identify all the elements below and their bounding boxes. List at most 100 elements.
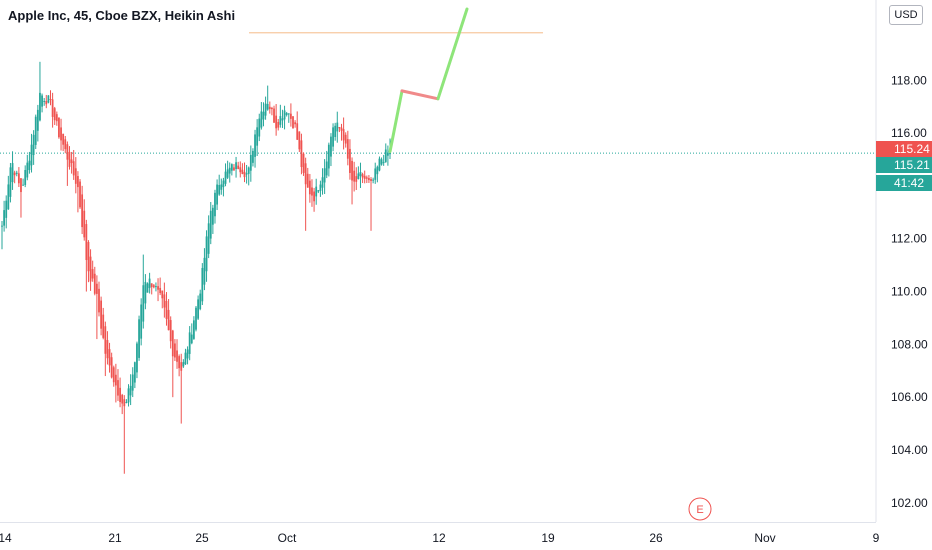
candle-body (247, 167, 250, 174)
candle-body (268, 106, 271, 110)
candle-body (224, 171, 227, 184)
candle-body (36, 109, 39, 131)
candle-body (138, 319, 140, 358)
candle-body (72, 161, 75, 176)
candle-body (287, 113, 290, 115)
candle-body (313, 191, 315, 202)
candle-body (211, 207, 214, 225)
price-tags: 115.24 115.21 41:42 (876, 141, 932, 191)
earnings-badge-label: E (696, 504, 703, 516)
projection-path[interactable] (388, 7, 469, 154)
candle-body (359, 172, 362, 177)
candle-body (81, 194, 84, 228)
candle-body (11, 163, 14, 183)
candle-body (47, 95, 50, 103)
candle-body (277, 121, 280, 128)
candle-body (315, 186, 318, 197)
candle-body (275, 115, 278, 129)
candle-body (62, 133, 65, 145)
time-axis-label: 12 (432, 531, 446, 545)
price-tag-label: 115.21 (894, 158, 930, 172)
time-axis-label: 21 (108, 531, 122, 545)
candle-body (26, 162, 29, 178)
candle-body (218, 184, 221, 195)
candle-body (260, 111, 263, 128)
price-tag: 115.24 (876, 141, 932, 157)
candle-body (249, 155, 252, 171)
candle-body (184, 352, 187, 365)
candle-body (334, 125, 337, 137)
projection-segment[interactable] (436, 7, 469, 101)
candle-body (195, 307, 197, 330)
candle-body (279, 116, 282, 125)
candle-body (254, 134, 256, 157)
candle-body (45, 101, 48, 105)
time-axis-label: 19 (541, 531, 555, 545)
candle-body (28, 160, 31, 171)
price-tag-label: 115.24 (894, 142, 930, 156)
price-axis[interactable]: 102.00104.00106.00108.00110.00112.00114.… (891, 73, 928, 510)
candle-body (283, 110, 286, 120)
candle-body (363, 175, 366, 179)
candle-body (285, 113, 288, 115)
candle-body (222, 180, 225, 188)
currency-button[interactable]: USD (889, 5, 923, 25)
candle-body (20, 178, 22, 193)
candle-body (136, 343, 138, 373)
candle-body (262, 111, 265, 120)
candle-body (70, 159, 73, 164)
candle-body (264, 103, 267, 116)
candle-body (344, 134, 347, 144)
candle-body (58, 117, 60, 138)
candle-body (296, 123, 299, 140)
candle-body (1, 225, 3, 227)
time-axis[interactable]: 14 21 25 Oct 12 19 26 Nov 9 (0, 531, 880, 545)
candle-body (188, 332, 191, 354)
candle-body (332, 127, 334, 147)
candle-body (32, 134, 35, 156)
candle-body (112, 367, 115, 383)
candle-body (30, 144, 33, 166)
candle-body (98, 288, 100, 313)
chart-title: Apple Inc, 45, Cboe BZX, Heikin Ashi (8, 8, 236, 23)
candle-body (123, 399, 126, 407)
candle-body (201, 267, 204, 302)
candle-body (129, 385, 132, 396)
candle-body (209, 210, 212, 239)
candle-body (351, 160, 353, 181)
candle-body (117, 380, 119, 396)
candle-body (357, 173, 360, 179)
price-axis-label: 116.00 (891, 126, 927, 140)
candle-body (89, 256, 92, 282)
candle-body (298, 131, 301, 150)
candle-body (142, 285, 145, 322)
candle-body (159, 287, 162, 294)
candle-body (119, 387, 121, 402)
price-tag-bg (876, 157, 932, 173)
candle-body (338, 127, 341, 129)
candle-body (376, 166, 379, 175)
candle-body (190, 334, 193, 344)
candle-body (273, 108, 275, 123)
candle-body (178, 356, 181, 369)
candle-body (182, 362, 185, 367)
candle-body (308, 180, 311, 195)
price-tag: 41:42 (876, 175, 932, 191)
candle-body (165, 300, 168, 319)
candle-body (146, 283, 149, 293)
earnings-badge[interactable]: E (688, 497, 712, 521)
price-axis-label: 102.00 (891, 496, 928, 510)
candle-body (370, 179, 372, 181)
candle-body (228, 167, 231, 174)
candle-body (140, 304, 143, 339)
candle-body (114, 374, 117, 386)
candle-body (133, 362, 136, 383)
candle-body (239, 167, 242, 173)
candle-body (144, 281, 147, 304)
earnings-badge-circle[interactable] (688, 497, 712, 521)
projection-segment[interactable] (388, 89, 404, 154)
projection-segment[interactable] (400, 89, 440, 101)
candle-body (311, 187, 313, 196)
candle-body (83, 210, 86, 238)
